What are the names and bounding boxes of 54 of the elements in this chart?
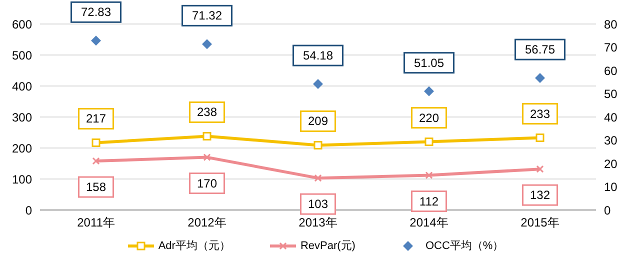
data-label: 54.18 — [302, 48, 334, 63]
data-label: 233 — [530, 106, 550, 121]
data-label: 132 — [530, 188, 550, 202]
y2-tick-label: 0 — [604, 203, 611, 218]
legend-label: OCC平均（%） — [425, 239, 504, 253]
y-tick-label: 600 — [12, 17, 32, 32]
data-label: 170 — [196, 176, 218, 190]
y-tick-label: 500 — [12, 48, 32, 62]
data-label: 158 — [86, 180, 106, 194]
point — [92, 138, 100, 147]
x-tick-label: 2013年 — [298, 216, 338, 230]
point — [203, 154, 211, 162]
data-label: 238 — [196, 105, 218, 120]
y2-tick-label: 40 — [604, 110, 618, 124]
x-tick-label: 2014年 — [410, 216, 448, 230]
y-tick-label: 0 — [25, 203, 32, 218]
data-label: 71.32 — [192, 8, 222, 23]
data-label: 209 — [308, 114, 328, 128]
point — [314, 140, 322, 150]
point — [536, 165, 544, 173]
y2-tick-label: 50 — [604, 87, 618, 102]
x-tick-label: 2011年 — [77, 216, 115, 230]
legend-label: Adr平均（元） — [158, 239, 230, 253]
data-label: 220 — [418, 110, 440, 125]
data-label: 112 — [419, 194, 439, 208]
data-label: 217 — [86, 112, 106, 126]
y2-tick-label: 20 — [604, 156, 618, 171]
data-label: 56.75 — [524, 42, 556, 57]
point — [202, 39, 212, 50]
y-tick-label: 300 — [12, 110, 32, 124]
x-tick-label: 2012年 — [188, 216, 226, 230]
point — [314, 174, 322, 182]
point — [202, 132, 212, 140]
point — [425, 172, 433, 180]
point — [92, 157, 100, 165]
y2-tick-label: 60 — [604, 64, 618, 78]
y2-tick-label: 70 — [604, 40, 618, 55]
x-tick-label: 2015年 — [520, 216, 560, 230]
data-label: 51.05 — [414, 56, 444, 70]
y2-tick-label: 10 — [604, 180, 618, 194]
point — [91, 36, 101, 46]
y2-tick-label: 30 — [604, 134, 618, 148]
point — [536, 134, 544, 142]
point — [313, 79, 323, 90]
point — [424, 138, 434, 146]
y2-tick-label: 80 — [604, 17, 618, 32]
legend-label: RevPar(元) — [300, 239, 356, 253]
data-label: 72.83 — [80, 5, 112, 20]
y-tick-label: 100 — [12, 172, 32, 186]
point — [535, 73, 545, 84]
y-tick-label: 200 — [12, 141, 32, 156]
point — [424, 86, 434, 96]
y-tick-label: 400 — [12, 79, 32, 94]
data-label: 103 — [308, 197, 328, 212]
